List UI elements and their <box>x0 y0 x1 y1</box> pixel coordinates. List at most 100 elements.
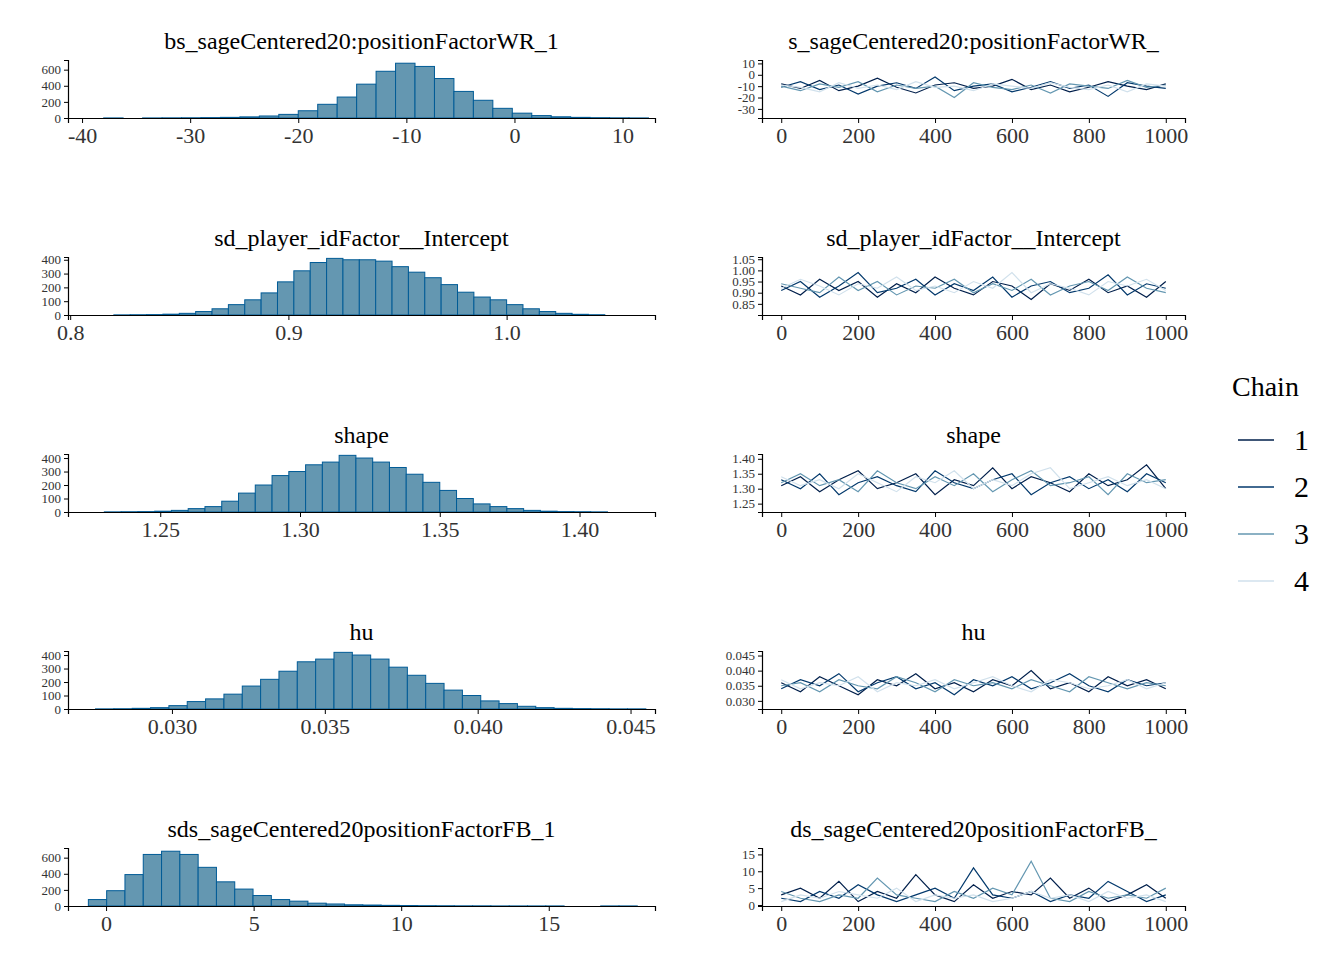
histogram-bar <box>188 509 205 512</box>
tick-label: 10 <box>612 123 634 148</box>
tick: 1000 <box>1144 709 1188 739</box>
histogram-bar <box>187 702 205 709</box>
tick-label: 0 <box>101 911 112 936</box>
tick-mark <box>64 890 68 891</box>
tick: 1.30 <box>281 512 320 542</box>
tick-mark <box>64 260 68 261</box>
tick-label: 1000 <box>1144 714 1188 739</box>
tick-label: 0.8 <box>57 320 85 345</box>
tick: -30 <box>176 118 205 148</box>
tick: 0.045 <box>606 709 656 739</box>
tick-mark <box>758 109 762 110</box>
tick: 200 <box>42 95 69 110</box>
histogram-bar <box>239 493 256 512</box>
tick-label: 600 <box>996 911 1029 936</box>
tick-mark <box>64 118 68 119</box>
histogram-bar <box>556 313 572 315</box>
tick: 400 <box>919 709 952 739</box>
tick-label: 0.035 <box>726 678 755 693</box>
tick-mark <box>64 472 68 473</box>
x-axis: 02004006008001000 <box>763 118 1189 148</box>
tick: 200 <box>42 675 69 690</box>
panel: bs_sageCentered20:positionFactorWR_1-40-… <box>42 28 656 148</box>
histogram-bar <box>277 282 293 315</box>
histogram-bar <box>261 293 277 315</box>
histogram-bar <box>436 905 454 906</box>
tick-label: 600 <box>42 850 62 865</box>
panel: s_sageCentered20:positionFactorWR_020040… <box>738 28 1189 148</box>
histogram-bar <box>179 313 195 315</box>
histogram-bar <box>308 903 326 906</box>
tick-mark <box>758 701 762 702</box>
histogram-bar <box>155 511 172 512</box>
tick-mark <box>758 282 762 283</box>
tick: 1000 <box>1144 906 1188 936</box>
y-axis-line <box>64 652 69 710</box>
tick-label: 0 <box>776 320 787 345</box>
tick: 0.030 <box>726 694 762 709</box>
tick: 1.40 <box>561 512 600 542</box>
histogram-bar <box>318 104 337 118</box>
y-axis-line <box>758 849 763 907</box>
tick: 200 <box>842 315 875 345</box>
tick: -40 <box>68 118 97 148</box>
tick-label: 800 <box>1073 123 1106 148</box>
tick-label: 200 <box>842 517 875 542</box>
tick-label: 1.05 <box>732 252 755 267</box>
histogram-bar <box>557 511 574 512</box>
tick: -10 <box>392 118 421 148</box>
histogram-bar <box>130 314 146 315</box>
histogram-bar <box>591 708 609 709</box>
tick-label: 100 <box>42 688 62 703</box>
tick-label: 0.045 <box>726 648 755 663</box>
tick-label: 600 <box>996 320 1029 345</box>
histogram-bar <box>143 854 161 906</box>
tick-mark <box>758 75 762 76</box>
x-axis: 0.80.91.0 <box>57 315 656 345</box>
tick-mark <box>758 86 762 87</box>
histogram-bar <box>396 63 415 118</box>
tick-label: 400 <box>919 714 952 739</box>
histogram-bar <box>434 79 453 118</box>
tick-label: 0 <box>776 123 787 148</box>
tick-mark <box>64 102 68 103</box>
y-axis: 051015 <box>742 847 763 913</box>
histogram-bar <box>371 659 389 709</box>
tick-label: 0 <box>55 505 62 520</box>
tick-label: 0 <box>776 714 787 739</box>
tick-mark <box>64 696 68 697</box>
panel-title: hu <box>962 619 986 645</box>
histogram-bar <box>441 285 457 315</box>
tick-mark <box>758 259 762 260</box>
y-axis: 0200400600 <box>42 61 69 126</box>
histogram-bar <box>339 455 356 512</box>
tick-label: 0.030 <box>148 714 198 739</box>
histogram-bar <box>359 260 375 315</box>
histogram-bar <box>415 66 434 118</box>
tick-label: 10 <box>742 56 755 71</box>
histogram-bar <box>357 84 376 118</box>
histogram-bar <box>107 891 125 906</box>
plot-area <box>781 77 1166 97</box>
chain-line <box>781 277 1166 299</box>
tick: 0.040 <box>453 709 503 739</box>
tick-mark <box>64 669 68 670</box>
tick: 200 <box>842 118 875 148</box>
tick: 0 <box>55 111 69 126</box>
tick: 0 <box>101 906 112 936</box>
histogram-bar <box>151 708 169 709</box>
tick: 0 <box>55 308 69 323</box>
histogram-bar <box>532 116 551 118</box>
tick-label: 0.045 <box>606 714 656 739</box>
histogram-bar <box>240 117 259 118</box>
tick: 0 <box>776 709 787 739</box>
histogram-bar <box>536 708 554 709</box>
tick: 800 <box>1073 709 1106 739</box>
histogram-bar <box>426 683 444 709</box>
tick: 800 <box>1073 512 1106 542</box>
histogram-bar <box>337 97 356 118</box>
histogram-bar <box>121 511 138 512</box>
tick-label: 800 <box>1073 714 1106 739</box>
tick-mark <box>758 888 762 889</box>
tick-mark <box>64 655 68 656</box>
